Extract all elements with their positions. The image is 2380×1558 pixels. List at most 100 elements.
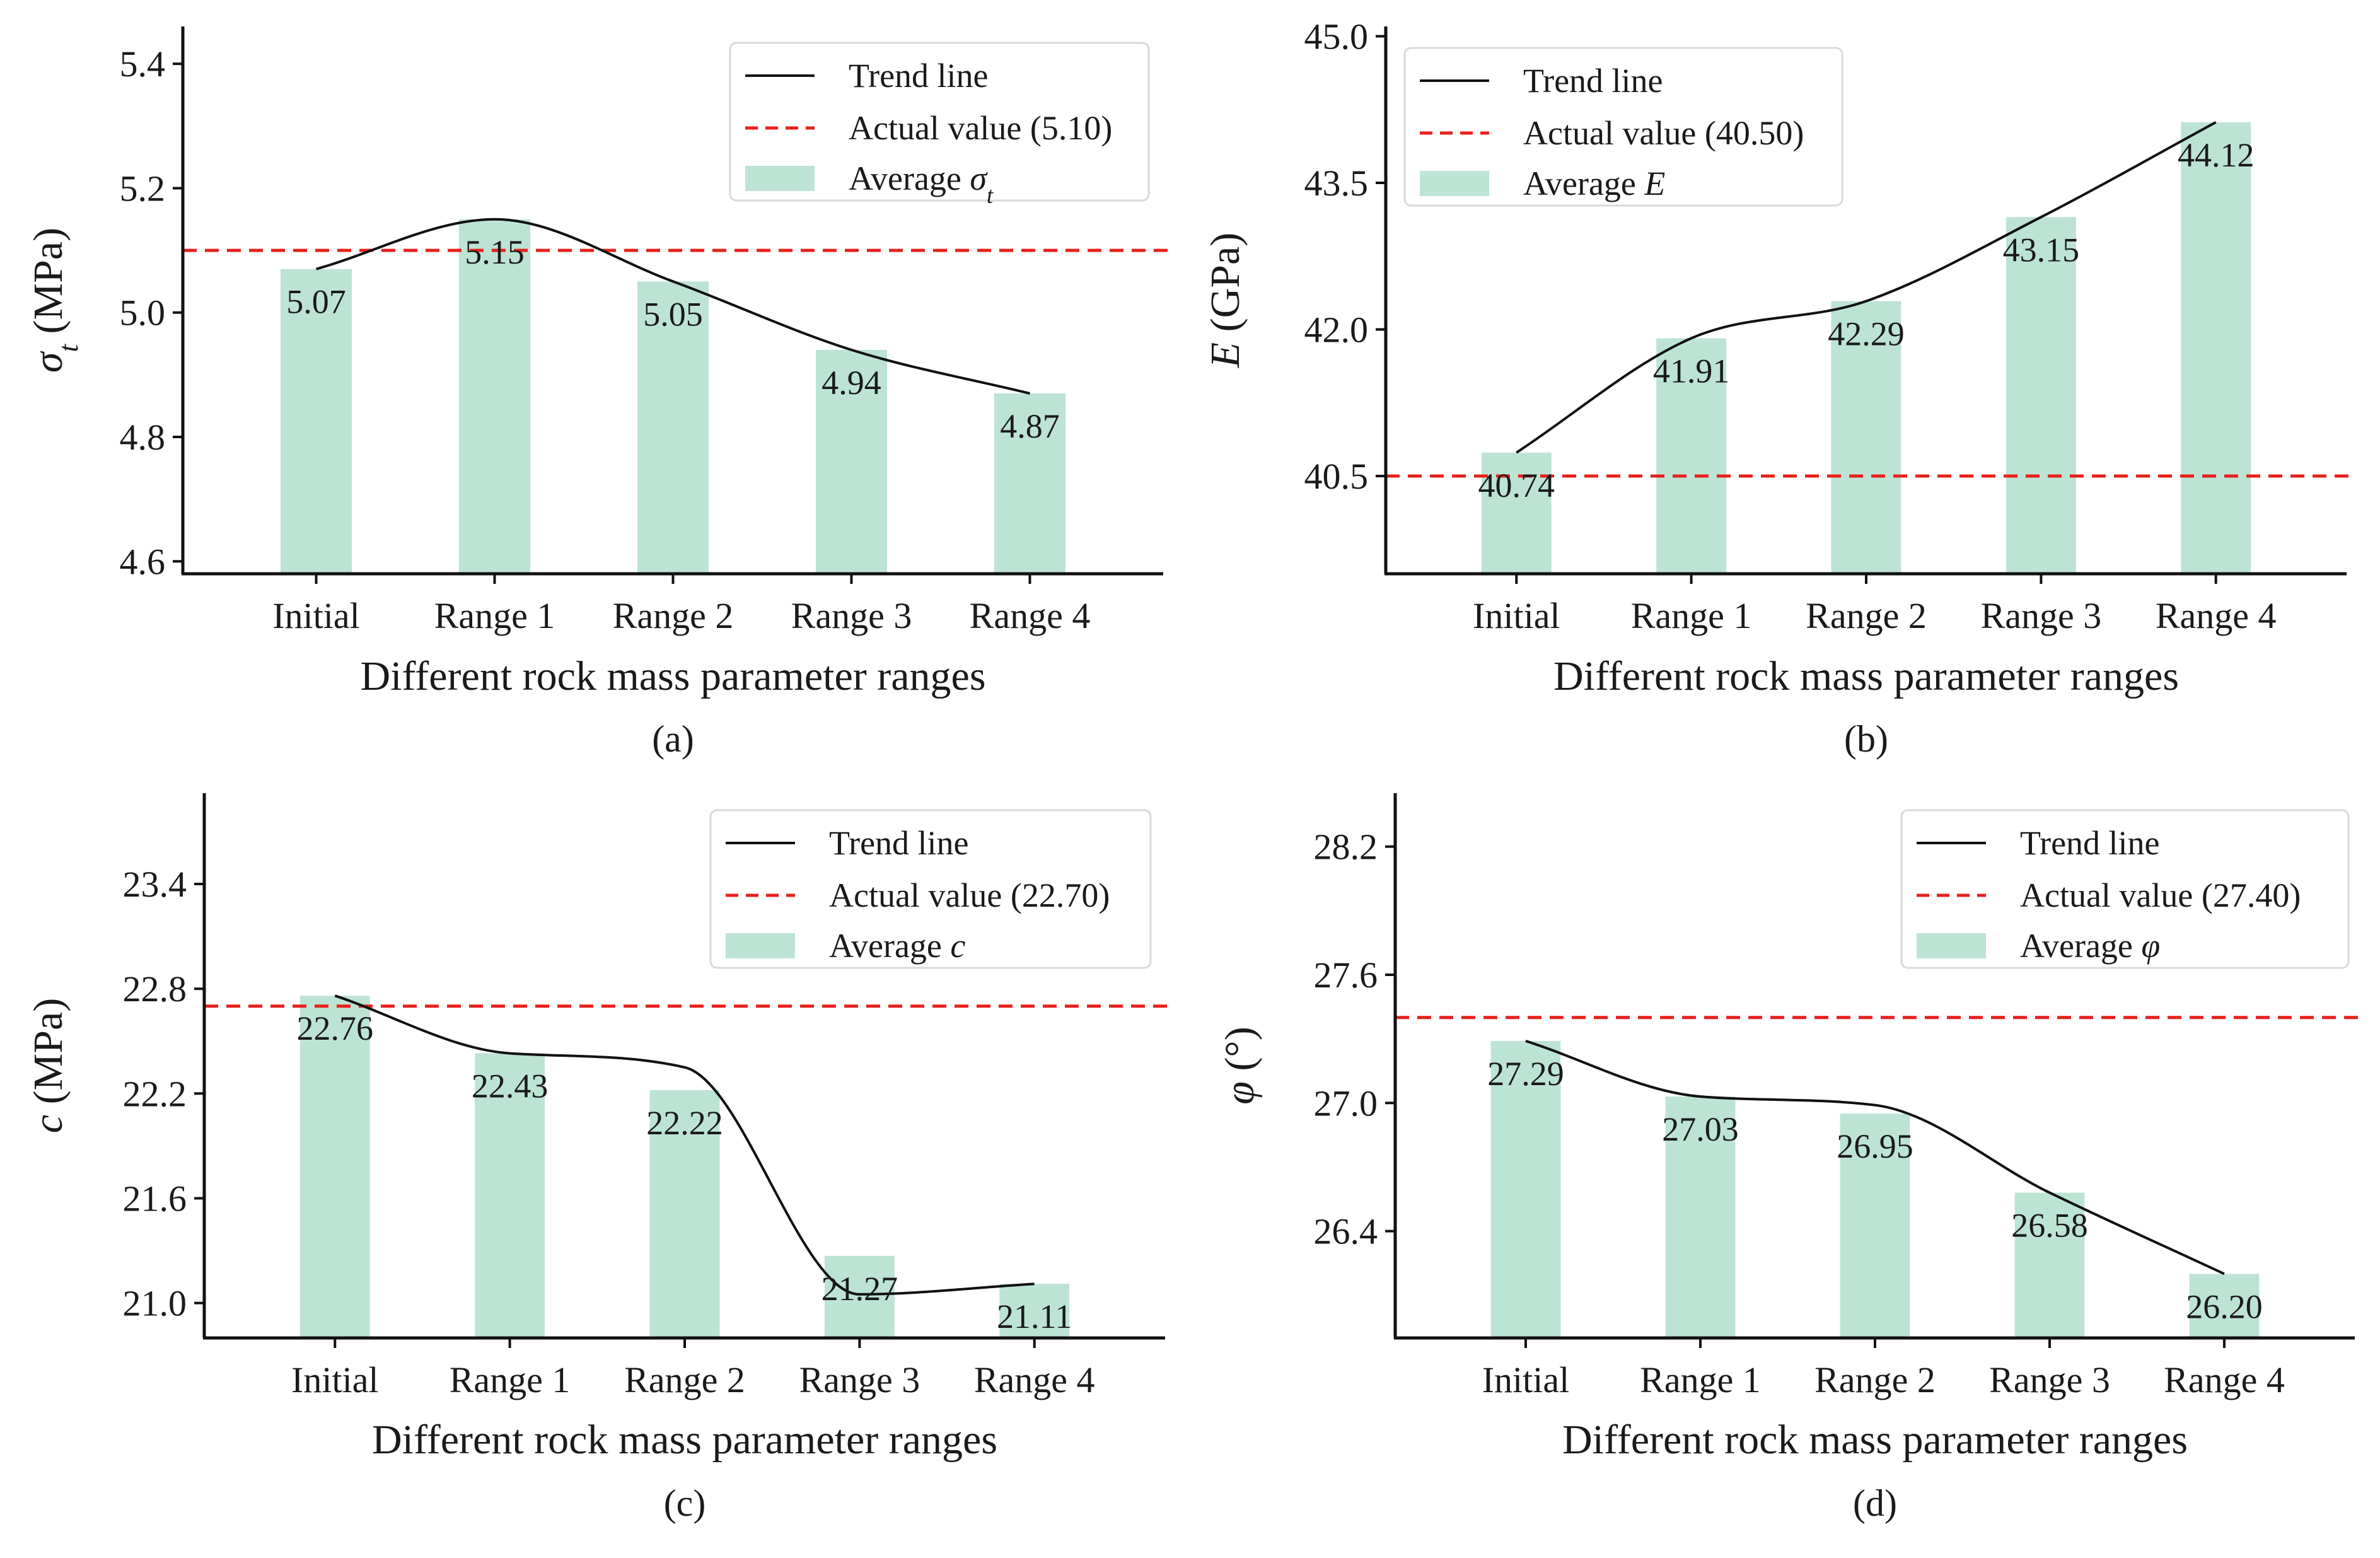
bar-value-label: 43.15 (2003, 231, 2080, 269)
y-tick-label: 5.2 (120, 168, 166, 209)
legend: Trend line Actual value (40.50) Average E (1403, 47, 1843, 207)
x-tick-label: Range 3 (799, 1359, 920, 1400)
bar-value-label: 5.07 (286, 283, 346, 321)
x-tick-label: Range 4 (2164, 1359, 2285, 1400)
legend-average-label: Average E (1523, 165, 1665, 202)
legend-trend-label: Trend line (849, 57, 989, 95)
bar-value-label: 41.91 (1653, 352, 1730, 390)
bar (1831, 301, 1901, 574)
legend-average-label: Average c (829, 927, 965, 965)
bar-value-label: 22.76 (297, 1009, 374, 1047)
x-tick-label: Range 1 (1640, 1359, 1761, 1400)
legend-actual-label: Actual value (27.40) (2020, 876, 2301, 914)
panel-label: (b) (1844, 718, 1888, 760)
y-tick-label: 28.2 (1314, 827, 1378, 868)
x-tick-label: Range 2 (1806, 595, 1927, 636)
chart-panel-c: 22.76 22.43 22.22 21.27 21.11 21.0 21.6 22.2 22.… (25, 793, 1175, 1524)
legend-actual-label: Actual value (5.10) (849, 109, 1112, 147)
x-axis-label: Different rock mass parameter ranges (361, 653, 986, 699)
x-tick-label: Initial (1482, 1359, 1570, 1400)
trend-line (334, 994, 1035, 1296)
y-axis-label: φ (°) (1217, 1026, 1263, 1104)
y-tick-label: 4.6 (120, 541, 166, 582)
bar (824, 1255, 895, 1338)
bar (280, 269, 352, 574)
bar (1481, 452, 1552, 574)
y-tick-label: 43.5 (1304, 163, 1369, 204)
x-tick-label: Range 4 (2156, 595, 2277, 636)
bar (815, 349, 888, 574)
legend-average-label: Average σt (849, 160, 994, 208)
x-tick-label: Initial (291, 1359, 379, 1400)
x-tick-label: Range 3 (1989, 1359, 2110, 1400)
legend-average-swatch (1917, 933, 1986, 958)
legend-box (1403, 47, 1843, 207)
chart-panel-b: 40.74 41.91 42.29 43.15 44.12 40.5 42.0 43.5 45.… (1202, 16, 2357, 760)
x-tick-label: Range 1 (450, 1359, 571, 1400)
trend-line (1525, 1040, 2225, 1276)
bar (637, 281, 709, 574)
bar-value-label: 40.74 (1478, 467, 1555, 504)
legend-average-swatch (726, 933, 795, 958)
legend-average-label: Average φ (2020, 927, 2160, 965)
bar-value-label: 26.58 (2011, 1207, 2088, 1245)
y-tick-label: 22.2 (123, 1073, 187, 1114)
chart-panel-d: 27.29 27.03 26.95 26.58 26.20 26.4 27.0 27.6 28.… (1217, 793, 2365, 1524)
x-axis-label: Different rock mass parameter ranges (1553, 653, 2179, 699)
y-tick-label: 27.0 (1314, 1083, 1378, 1124)
bar (1665, 1096, 1736, 1338)
y-tick-label: 26.4 (1314, 1211, 1378, 1252)
bar-value-label: 5.05 (643, 295, 703, 333)
bar-value-label: 21.11 (997, 1298, 1072, 1335)
legend-box (1900, 809, 2350, 969)
bar-value-label: 26.20 (2186, 1288, 2263, 1325)
x-tick-label: Initial (272, 595, 360, 636)
x-tick-label: Range 3 (1981, 595, 2102, 636)
y-axis-label: E (GPa) (1202, 233, 1248, 368)
legend-box (709, 809, 1152, 969)
bar (2189, 1274, 2260, 1338)
bar-value-label: 22.43 (472, 1067, 549, 1105)
bar-value-label: 42.29 (1828, 315, 1905, 353)
bar (1840, 1113, 1910, 1338)
bar-value-label: 4.87 (1000, 407, 1060, 445)
y-tick-label: 40.5 (1304, 456, 1369, 497)
x-axis-label: Different rock mass parameter ranges (372, 1417, 997, 1463)
legend-actual-label: Actual value (40.50) (1523, 114, 1804, 152)
bar (994, 393, 1066, 574)
y-tick-label: 42.0 (1304, 310, 1369, 351)
panel-label: (a) (652, 718, 694, 760)
legend-trend-label: Trend line (2020, 824, 2160, 862)
bar (2181, 122, 2251, 574)
legend-box (729, 42, 1150, 202)
trend-line (315, 218, 1030, 395)
x-tick-label: Range 3 (791, 595, 912, 636)
y-tick-label: 4.8 (120, 417, 166, 458)
y-tick-label: 45.0 (1304, 16, 1369, 57)
legend: Trend line Actual value (5.10) Average σt (729, 42, 1150, 208)
x-tick-label: Range 4 (974, 1359, 1095, 1400)
legend-trend-label: Trend line (1523, 62, 1663, 100)
bar (649, 1090, 720, 1338)
x-tick-label: Range 1 (434, 595, 555, 636)
legend-trend-label: Trend line (829, 824, 969, 862)
legend-average-swatch (745, 166, 815, 191)
chart-panel-a: 5.07 5.15 5.05 4.94 4.87 4.6 4.8 5.0 5.2 5.4 Initi… (25, 26, 1173, 760)
bar-value-label: 44.12 (2178, 136, 2255, 174)
bar (999, 1284, 1070, 1338)
bar (1656, 338, 1727, 574)
y-tick-label: 5.4 (120, 44, 166, 84)
legend-actual-label: Actual value (22.70) (829, 876, 1110, 914)
bar-value-label: 5.15 (465, 233, 525, 271)
bar-value-label: 21.27 (821, 1270, 898, 1308)
y-axis-label: c (MPa) (25, 998, 71, 1133)
trend-line (1516, 121, 2217, 454)
bar (2014, 1192, 2085, 1338)
bar-value-label: 27.03 (1662, 1110, 1739, 1148)
x-axis-label: Different rock mass parameter ranges (1562, 1417, 2188, 1463)
x-tick-label: Range 2 (1814, 1359, 1936, 1400)
y-tick-label: 22.8 (123, 968, 187, 1009)
y-tick-label: 21.0 (123, 1283, 187, 1324)
x-tick-label: Range 2 (624, 1359, 745, 1400)
